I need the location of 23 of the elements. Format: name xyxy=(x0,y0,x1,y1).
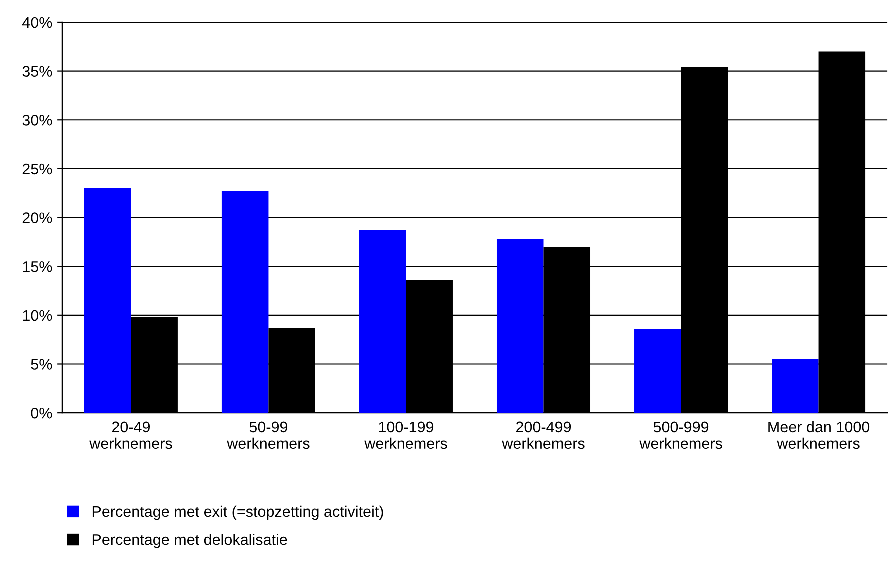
x-tick-label: 100-199 werknemers xyxy=(364,422,448,450)
y-tick-label: 0% xyxy=(31,408,52,419)
y-tick-label: 35% xyxy=(22,66,52,77)
y-tick-label: 5% xyxy=(31,359,52,370)
x-tick-label: 20-49 werknemers xyxy=(90,422,172,450)
x-tick-label: Meer dan 1000 werknemers xyxy=(768,421,870,450)
legend-label: Percentage met exit (=stopzetting activiteit) xyxy=(92,506,384,520)
legend-label: Percentage met delokalisatie xyxy=(92,534,288,548)
y-tick-label: 30% xyxy=(22,114,52,126)
bar xyxy=(84,188,132,414)
x-tick-label: 200-499 werknemers xyxy=(502,422,585,450)
bar xyxy=(222,191,269,414)
bar xyxy=(772,359,819,414)
bar xyxy=(496,239,544,414)
x-tick-label: 50-99 werknemers xyxy=(227,422,310,450)
x-tick-label: 500-999 werknemers xyxy=(640,422,722,450)
y-tick-label: 25% xyxy=(22,164,52,175)
bar xyxy=(634,329,682,414)
bar xyxy=(359,230,406,414)
y-tick-label: 20% xyxy=(22,212,52,224)
y-tick-label: 10% xyxy=(23,310,52,322)
y-tick-label: 40% xyxy=(22,17,52,28)
y-tick-label: 15% xyxy=(23,262,52,272)
